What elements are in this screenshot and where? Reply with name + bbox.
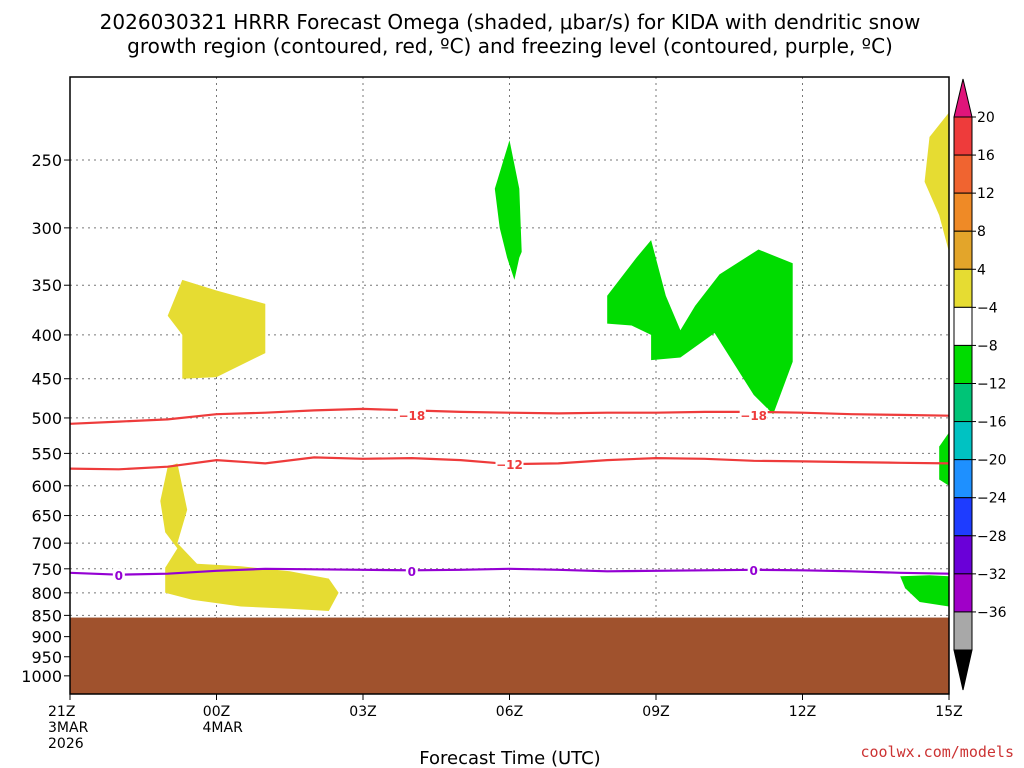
- contour-minus-18-label-1: −18: [740, 409, 767, 423]
- green-region-3: [939, 432, 949, 486]
- x-tick-label-2-0: 03Z: [349, 704, 376, 720]
- contour-labels: −18 −18 −12 0 0 0: [112, 407, 768, 583]
- colorbar-label-5: −4: [977, 300, 998, 316]
- colorbar-label-8: −16: [977, 415, 1007, 431]
- colorbar-swatch-11: [953, 535, 973, 575]
- x-tick-label-4-0: 09Z: [642, 704, 669, 720]
- y-tick-label-550: 550: [31, 444, 62, 463]
- contour-freezing-0-label-2: 0: [749, 564, 757, 578]
- contour-minus-18-label-bg-0: [397, 407, 426, 422]
- colorbar-label-1: 16: [977, 148, 995, 164]
- plot-area: [70, 77, 949, 694]
- colorbar-swatch-13: [953, 611, 973, 651]
- y-tick-label-250: 250: [31, 151, 62, 170]
- colorbar-swatch-5: [953, 306, 973, 346]
- x-tick-label-6-0: 15Z: [935, 704, 962, 720]
- omega-shaded-regions: [160, 112, 949, 611]
- y-tick-label-500: 500: [31, 409, 62, 428]
- y-tick-label-350: 350: [31, 276, 62, 295]
- colorbar-label-7: −12: [977, 377, 1007, 393]
- y-tick-label-850: 850: [31, 606, 62, 625]
- x-tick-label-0-2: 2026: [48, 736, 84, 752]
- colorbar-bottom-arrow: [953, 649, 973, 691]
- colorbar-label-6: −8: [977, 338, 998, 354]
- contour-minus-12-label-bg-0: [495, 457, 524, 472]
- colorbar-swatch-4: [953, 268, 973, 308]
- x-axis-label: Forecast Time (UTC): [419, 748, 600, 768]
- contour-minus-18-label-0: −18: [398, 409, 425, 423]
- yellow-region-3: [924, 112, 949, 252]
- colorbar-label-10: −24: [977, 491, 1007, 507]
- colorbar-swatch-12: [953, 573, 973, 613]
- green-region-2: [607, 240, 793, 415]
- colorbar-label-11: −28: [977, 529, 1007, 545]
- colorbar-swatch-7: [953, 383, 973, 423]
- x-tick-label-5-0: 12Z: [789, 704, 816, 720]
- chart-title-line-1: 2026030321 HRRR Forecast Omega (shaded, …: [100, 10, 921, 34]
- colorbar-top-arrow: [953, 78, 973, 118]
- y-tick-label-700: 700: [31, 534, 62, 553]
- credit-text: coolwx.com/models: [860, 743, 1014, 761]
- chart-title-line-2: growth region (contoured, red, ºC) and f…: [127, 34, 893, 58]
- y-tick-label-900: 900: [31, 628, 62, 647]
- y-tick-label-750: 750: [31, 560, 62, 579]
- colorbar: 20 16 12 8 4 −4 −8 −12 −16 −20 −24 −28 −32 −36: [953, 78, 1007, 691]
- contour-minus-18-label-bg-1: [739, 407, 768, 422]
- contour-minus-12-label-0: −12: [496, 458, 523, 472]
- x-tick-label-3-0: 06Z: [496, 704, 523, 720]
- ground-terrain: [70, 617, 949, 694]
- y-tick-label-650: 650: [31, 507, 62, 526]
- contour-freezing-0-label-1: 0: [408, 565, 416, 579]
- colorbar-label-9: −20: [977, 453, 1007, 469]
- x-tick-label-1-1: 4MAR: [203, 720, 244, 736]
- yellow-region-1: [167, 279, 266, 379]
- contour-freezing-0-label-bg-1: [405, 563, 418, 578]
- green-region-4: [900, 575, 949, 607]
- contour-minus-18-line: [70, 407, 949, 425]
- colorbar-swatch-10: [953, 497, 973, 537]
- colorbar-label-3: 8: [977, 224, 986, 240]
- colorbar-label-2: 12: [977, 186, 995, 202]
- y-axis-ticks: 250 300 350 400 450 500 550 600 650 700 750 800 850 9…: [21, 151, 70, 686]
- x-tick-label-0-1: 3MAR: [48, 720, 89, 736]
- colorbar-swatch-0: [953, 116, 973, 156]
- x-tick-label-1-0: 00Z: [203, 704, 230, 720]
- colorbar-swatch-1: [953, 154, 973, 194]
- colorbar-swatch-6: [953, 344, 973, 384]
- y-tick-label-950: 950: [31, 648, 62, 667]
- contour-freezing-0-label-bg-0: [112, 568, 125, 583]
- y-tick-label-800: 800: [31, 584, 62, 603]
- y-tick-label-600: 600: [31, 477, 62, 496]
- x-tick-label-0-0: 21Z: [48, 704, 75, 720]
- colorbar-swatch-9: [953, 459, 973, 499]
- contour-freezing-0-label-0: 0: [115, 569, 123, 583]
- y-tick-label-400: 400: [31, 326, 62, 345]
- colorbar-label-0: 20: [977, 110, 995, 126]
- colorbar-swatch-2: [953, 192, 973, 232]
- y-tick-label-450: 450: [31, 370, 62, 389]
- colorbar-swatch-8: [953, 421, 973, 461]
- y-tick-label-300: 300: [31, 219, 62, 238]
- colorbar-label-4: 4: [977, 262, 986, 278]
- colorbar-label-13: −36: [977, 605, 1007, 621]
- colorbar-label-12: −32: [977, 567, 1007, 583]
- contour-freezing-0-line: [70, 567, 949, 576]
- yellow-region-2: [160, 463, 339, 611]
- green-region-1: [494, 140, 522, 280]
- contour-freezing-0-label-bg-2: [747, 562, 760, 577]
- colorbar-swatch-3: [953, 230, 973, 270]
- y-tick-label-1000: 1000: [21, 667, 62, 686]
